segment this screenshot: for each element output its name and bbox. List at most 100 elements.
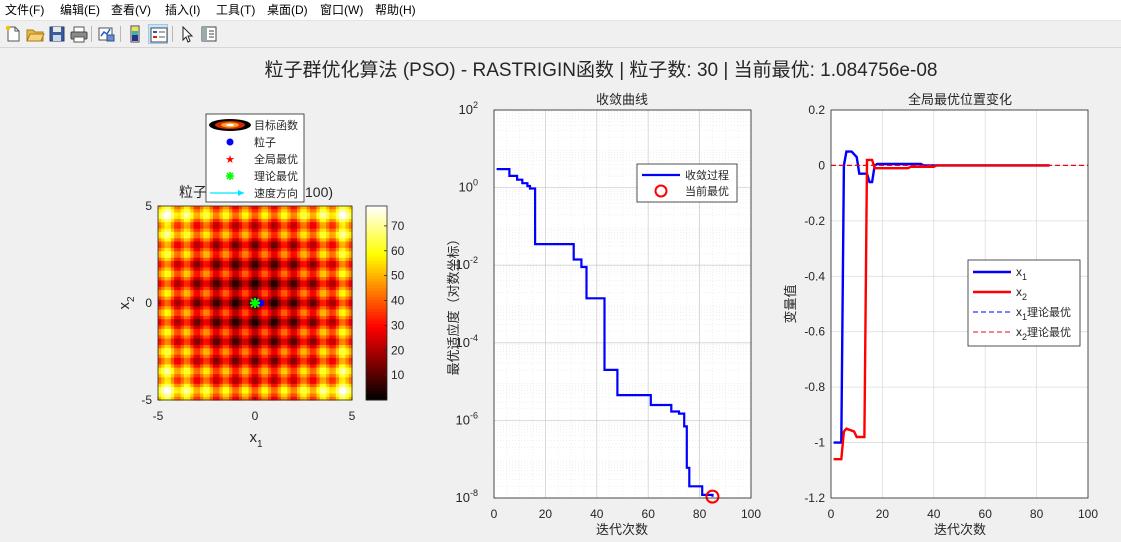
heatmap-cell	[225, 270, 230, 275]
heatmap-cell	[261, 396, 266, 401]
menu-item-1[interactable]: 编辑(E)	[60, 3, 100, 17]
heatmap-cell	[258, 293, 263, 298]
colorbar-segment	[366, 312, 387, 316]
menu-item-2[interactable]: 查看(V)	[111, 3, 151, 17]
heatmap-cell	[277, 393, 282, 398]
heatmap-cell	[342, 328, 347, 333]
heatmap-cell	[306, 273, 311, 278]
legend-icon[interactable]	[148, 24, 168, 44]
heatmap-cell	[339, 218, 343, 223]
heatmap-cell	[190, 267, 195, 272]
heatmap-cell	[274, 367, 279, 372]
heatmap-cell	[280, 228, 285, 233]
heatmap-cell	[232, 328, 237, 333]
heatmap-cell	[183, 286, 188, 291]
heatmap-cell	[225, 354, 230, 359]
heatmap-cell	[326, 277, 330, 281]
heatmap-cell	[258, 290, 263, 294]
heatmap-cell	[280, 351, 285, 356]
heatmap-cell	[271, 370, 275, 375]
heatmap-cell	[300, 260, 305, 265]
heatmap-cell	[190, 351, 195, 356]
heatmap-cell	[161, 222, 166, 226]
heatmap-cell	[242, 380, 246, 385]
heatmap-cell	[170, 338, 175, 343]
heatmap-cell	[319, 393, 324, 398]
heatmap-cell	[200, 218, 204, 223]
heatmap-cell	[180, 312, 185, 317]
heatmap-cell	[235, 235, 240, 239]
heatmap-cell	[326, 345, 330, 349]
heatmap-cell	[238, 383, 243, 388]
property-editor-icon[interactable]	[199, 24, 219, 44]
heatmap-cell	[280, 325, 285, 330]
menu-item-3[interactable]: 插入(I)	[165, 3, 201, 17]
heatmap-cell	[339, 290, 343, 294]
heatmap-cell	[271, 367, 275, 372]
heatmap-cell	[187, 283, 191, 288]
heatmap-cell	[271, 341, 275, 346]
save-icon[interactable]	[47, 24, 67, 44]
heatmap-cell	[316, 225, 321, 230]
heatmap-cell	[190, 290, 195, 294]
menu-item-7[interactable]: 帮助(H)	[375, 3, 416, 17]
heatmap-cell	[255, 354, 259, 359]
heatmap-cell	[177, 251, 182, 256]
heatmap-cell	[297, 387, 301, 391]
heatmap-cell	[245, 396, 250, 401]
convergence-xlabel: 迭代次数	[596, 522, 648, 537]
heatmap-cell	[277, 231, 282, 236]
print-icon[interactable]	[69, 24, 89, 44]
heatmap-cell	[306, 241, 311, 246]
colorbar-icon[interactable]	[125, 24, 145, 44]
menu-item-5[interactable]: 桌面(D)	[267, 3, 308, 17]
heatmap-cell	[174, 280, 178, 285]
colorbar-segment	[366, 378, 387, 383]
heatmap-cell	[225, 283, 230, 288]
heatmap-cell	[203, 367, 208, 372]
heatmap-cell	[209, 306, 214, 311]
menu-item-4[interactable]: 工具(T)	[216, 3, 256, 17]
heatmap-cell	[167, 332, 172, 336]
heatmap-cell	[190, 374, 195, 378]
heatmap-cell	[326, 241, 330, 246]
heatmap-cell	[316, 364, 321, 369]
heatmap-cell	[225, 374, 230, 378]
position-ytick-label: -0.6	[804, 325, 825, 339]
heatmap-cell	[293, 238, 298, 243]
heatmap-cell	[267, 228, 272, 233]
heatmap-cell	[339, 212, 343, 217]
heatmap-cell	[348, 380, 353, 385]
pointer-icon[interactable]	[177, 24, 197, 44]
heatmap-cell	[332, 396, 337, 401]
heatmap-cell	[183, 215, 188, 220]
heatmap-cell	[164, 264, 169, 269]
heatmap-cell	[206, 332, 211, 336]
open-folder-icon[interactable]	[25, 24, 45, 44]
heatmap-cell	[339, 303, 343, 307]
heatmap-cell	[242, 222, 246, 226]
heatmap-cell	[193, 283, 198, 288]
heatmap-cell	[180, 325, 185, 330]
heatmap-cell	[345, 393, 350, 398]
heatmap-cell	[258, 354, 263, 359]
heatmap-cell	[222, 303, 227, 307]
heatmap-cell	[342, 390, 347, 395]
heatmap-cell	[212, 267, 217, 272]
heatmap-cell	[284, 380, 288, 385]
heatmap-cell	[245, 241, 250, 246]
heatmap-cell	[342, 293, 347, 298]
heatmap-cell	[206, 244, 211, 249]
menu-item-6[interactable]: 窗口(W)	[320, 3, 364, 17]
heatmap-cell	[229, 319, 233, 323]
link-plot-icon[interactable]	[96, 24, 116, 44]
heatmap-cell	[177, 396, 182, 401]
heatmap-cell	[348, 315, 353, 320]
heatmap-cell	[316, 235, 321, 239]
menu-item-0[interactable]: 文件(F)	[5, 3, 45, 17]
heatmap-cell	[335, 248, 340, 252]
heatmap-cell	[309, 299, 314, 304]
heatmap-cell	[248, 222, 253, 226]
new-file-icon[interactable]	[3, 24, 23, 44]
heatmap-cell	[339, 306, 343, 311]
